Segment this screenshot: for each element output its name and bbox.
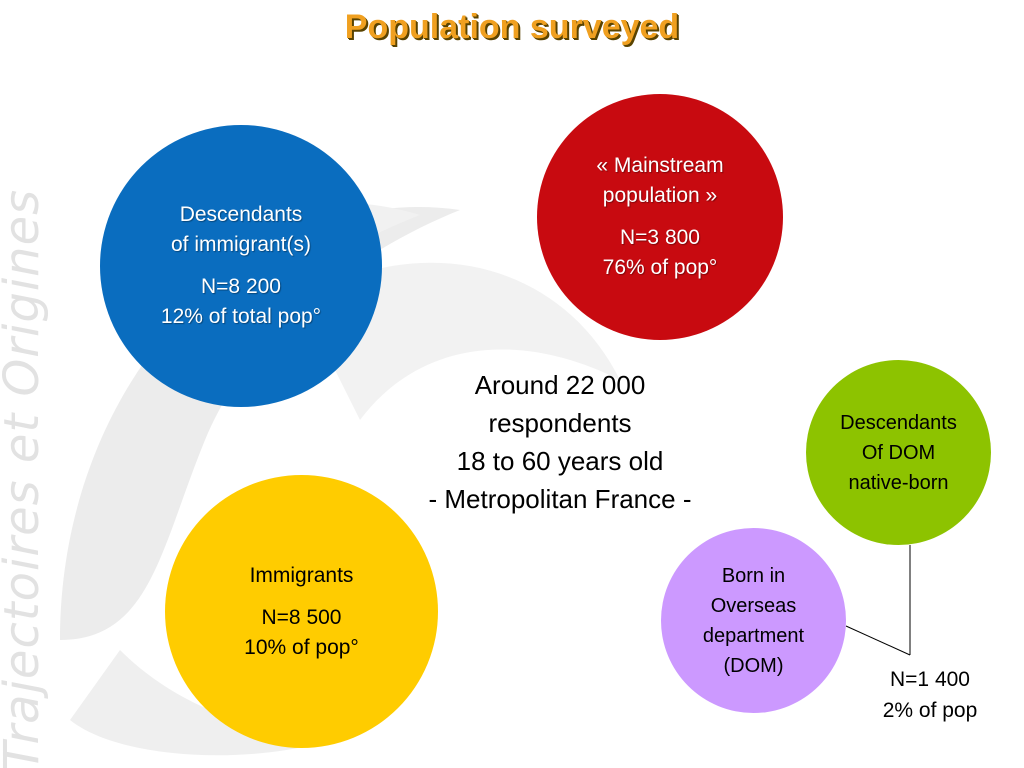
born-dom-label-2: Overseas [710, 594, 797, 617]
descendants-immigrants-share: 12% of total pop° [160, 305, 322, 328]
descendants-immigrants-label-1: Descendants [179, 203, 303, 226]
circle-descendants-immigrants: Descendants of immigrant(s) N=8 200 12% … [100, 125, 382, 407]
circle-immigrants: Immigrants N=8 500 10% of pop° [165, 475, 438, 748]
descendants-dom-label-3: native-born [848, 471, 949, 494]
descendants-dom-label-2: Of DOM [861, 441, 936, 464]
summary-line-4: - Metropolitan France - [428, 484, 692, 514]
mainstream-label-2: population » [602, 184, 718, 207]
descendants-dom-label-1: Descendants [840, 411, 957, 434]
born-dom-label-1: Born in [721, 564, 786, 587]
mainstream-count: N=3 800 [620, 226, 700, 249]
born-dom-label-3: department [702, 624, 805, 647]
mainstream-share: 76% of pop° [602, 256, 718, 279]
immigrants-count: N=8 500 [261, 605, 342, 629]
immigrants-label: Immigrants [249, 563, 354, 587]
summary-line-3: 18 to 60 years old [456, 446, 664, 476]
mainstream-label-1: « Mainstream [596, 154, 724, 177]
dom-count: N=1 400 [890, 668, 970, 691]
dom-stats: N=1 400 2% of pop [860, 664, 1000, 726]
immigrants-share: 10% of pop° [244, 635, 359, 659]
connector-born-dom [845, 625, 911, 656]
summary-line-1: Around 22 000 [474, 370, 646, 400]
summary-line-2: respondents [488, 408, 632, 438]
circle-born-dom: Born in Overseas department (DOM) [661, 528, 846, 713]
page-title: Population surveyed [344, 8, 680, 46]
respondents-summary: Around 22 000 respondents 18 to 60 years… [370, 366, 750, 518]
circle-mainstream-population: « Mainstream population » N=3 800 76% of… [537, 94, 783, 340]
dom-share: 2% of pop [882, 699, 978, 722]
circle-descendants-dom: Descendants Of DOM native-born [806, 360, 991, 545]
descendants-immigrants-count: N=8 200 [201, 275, 281, 298]
born-dom-label-4: (DOM) [723, 654, 784, 677]
descendants-immigrants-label-2: of immigrant(s) [170, 233, 312, 256]
